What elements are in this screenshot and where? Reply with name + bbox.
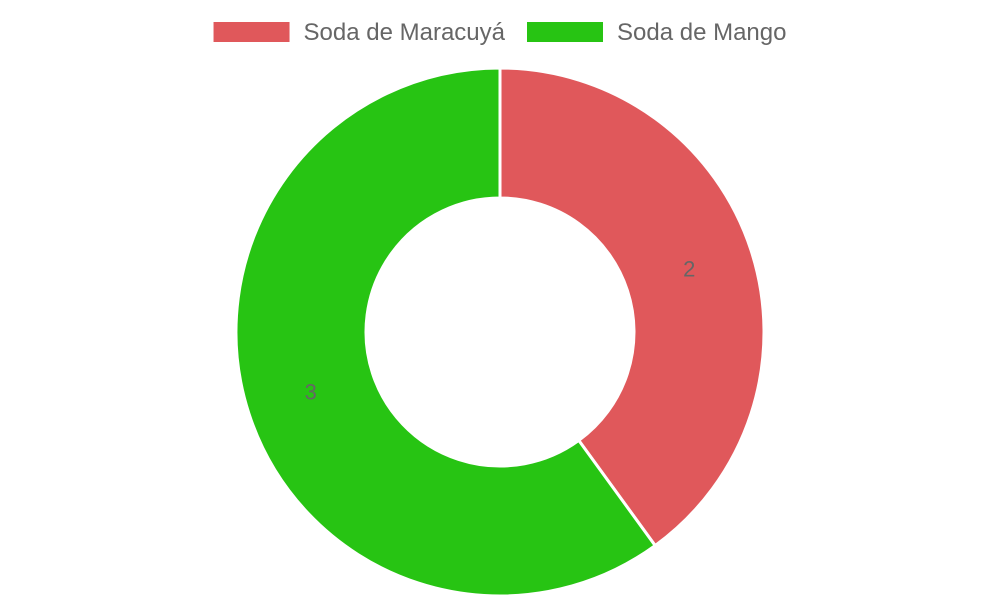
legend-label-soda-de-maracuya: Soda de Maracuyá [304,19,506,46]
data-label-soda-de-mango: 3 [305,379,317,404]
data-label-soda-de-maracuya: 2 [683,256,695,281]
legend-label-soda-de-mango: Soda de Mango [617,19,786,46]
legend-item-soda-de-mango[interactable]: Soda de Mango [527,19,786,46]
legend-item-soda-de-maracuya[interactable]: Soda de Maracuyá [213,19,506,46]
chart-data-labels: 23 [305,256,696,404]
legend-swatch-soda-de-maracuya [213,22,290,42]
slice-soda-de-mango[interactable] [234,66,658,598]
legend-swatch-soda-de-mango [527,22,603,42]
chart-legend: Soda de Maracuyá Soda de Mango [213,19,786,46]
chart-slices [234,66,766,598]
slice-soda-de-maracuya[interactable] [498,66,766,548]
